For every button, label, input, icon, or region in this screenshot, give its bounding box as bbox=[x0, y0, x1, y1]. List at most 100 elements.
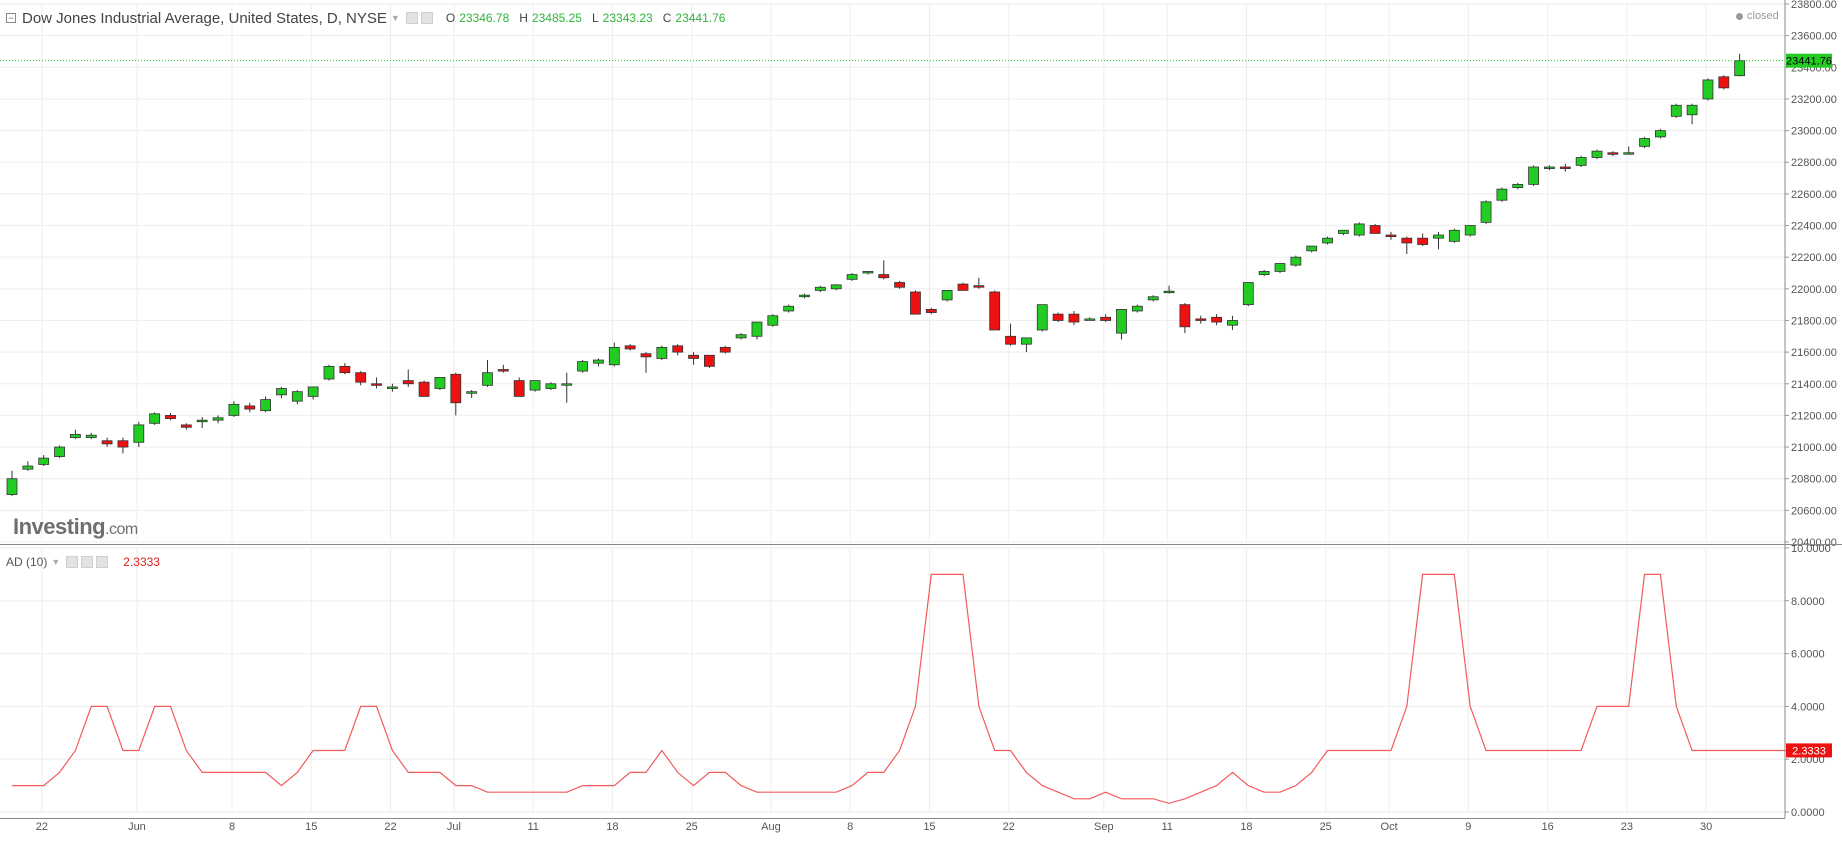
candle-body bbox=[1417, 237, 1429, 245]
indicator-visibility-icon[interactable] bbox=[66, 556, 79, 568]
low-value: 23343.23 bbox=[602, 11, 653, 25]
candle-body bbox=[228, 403, 240, 416]
candle-body bbox=[878, 274, 890, 279]
candle-body bbox=[814, 286, 826, 291]
x-tick-label: 23 bbox=[1621, 821, 1633, 833]
candle-body bbox=[1258, 271, 1270, 275]
candle-body bbox=[6, 478, 18, 495]
candle-body bbox=[1623, 152, 1635, 155]
price-y-tick-label: 22600.00 bbox=[1791, 189, 1837, 201]
candle-body bbox=[894, 282, 905, 288]
candle-body bbox=[1227, 320, 1238, 326]
market-status: closed bbox=[1736, 10, 1779, 22]
price-y-tick-label: 20800.00 bbox=[1791, 474, 1837, 486]
candle-body bbox=[1274, 263, 1286, 272]
x-tick-label: 25 bbox=[686, 821, 698, 833]
candle-body bbox=[1702, 79, 1714, 100]
settings-icon[interactable] bbox=[405, 12, 418, 24]
ad-y-tick-label: 8.0000 bbox=[1791, 596, 1825, 608]
candle-body bbox=[561, 383, 573, 386]
x-tick-label: 22 bbox=[36, 821, 48, 833]
candle-body bbox=[276, 388, 287, 396]
candle-body bbox=[38, 457, 50, 465]
candle-body bbox=[1670, 104, 1682, 117]
candle-body bbox=[1195, 318, 1207, 321]
price-y-tick-label: 20600.00 bbox=[1791, 505, 1837, 517]
x-tick-label: Jun bbox=[128, 821, 146, 833]
candle-body bbox=[1338, 229, 1349, 234]
price-y-tick-label: 21400.00 bbox=[1791, 379, 1837, 391]
indicator-name: AD (10) bbox=[6, 555, 48, 569]
candle-body bbox=[704, 354, 715, 367]
candle-body bbox=[1369, 225, 1381, 234]
price-y-tick-label: 21800.00 bbox=[1791, 315, 1837, 327]
candle-body bbox=[719, 346, 731, 353]
open-value: 23346.78 bbox=[459, 11, 510, 25]
chevron-down-icon[interactable]: ▼ bbox=[390, 13, 400, 23]
indicator-value: 2.3333 bbox=[123, 555, 160, 569]
candle-body bbox=[1718, 76, 1730, 89]
collapse-icon[interactable]: − bbox=[6, 13, 16, 23]
x-tick-label: 25 bbox=[1320, 821, 1332, 833]
indicator-header: AD (10) ▼ 2.3333 bbox=[6, 555, 160, 569]
candle-body bbox=[545, 383, 557, 389]
ad-line bbox=[12, 573, 1804, 804]
candle-body bbox=[466, 391, 478, 394]
price-y-tick-label: 20400.00 bbox=[1791, 537, 1837, 549]
x-tick-label: Aug bbox=[761, 821, 781, 833]
candle-body bbox=[101, 440, 113, 445]
candle-body bbox=[1116, 308, 1127, 334]
candle-body bbox=[1084, 318, 1096, 321]
candle-body bbox=[830, 284, 842, 290]
candle-body bbox=[355, 372, 367, 383]
indicator-chevron-down-icon[interactable]: ▼ bbox=[51, 557, 61, 567]
status-dot-icon bbox=[1736, 12, 1743, 20]
candlestick-series bbox=[6, 53, 1746, 497]
x-tick-label: 9 bbox=[1465, 821, 1471, 833]
candle-body bbox=[593, 359, 604, 364]
investing-logo: Investing.com bbox=[13, 514, 138, 540]
candle-body bbox=[1544, 166, 1555, 169]
candle-body bbox=[608, 346, 620, 366]
ad-y-tick-label: 6.0000 bbox=[1791, 649, 1825, 661]
logo-suffix: .com bbox=[105, 521, 138, 538]
candle-body bbox=[1068, 313, 1080, 323]
candle-body bbox=[1353, 223, 1365, 236]
candle-body bbox=[260, 399, 272, 412]
x-tick-label: Oct bbox=[1381, 821, 1398, 833]
candle-body bbox=[418, 381, 430, 397]
candle-body bbox=[497, 369, 509, 372]
gear-icon[interactable] bbox=[420, 12, 433, 24]
price-y-tick-label: 23600.00 bbox=[1791, 31, 1837, 43]
candle-body bbox=[624, 345, 636, 350]
x-tick-label: 18 bbox=[1240, 821, 1252, 833]
price-y-tick-label: 22000.00 bbox=[1791, 284, 1837, 296]
candle-body bbox=[1385, 234, 1397, 238]
candle-body bbox=[1131, 305, 1143, 312]
candle-body bbox=[1021, 337, 1032, 345]
x-tick-label: 15 bbox=[305, 821, 317, 833]
candle-body bbox=[1322, 237, 1333, 244]
x-tick-label: 16 bbox=[1541, 821, 1553, 833]
indicator-settings-icon[interactable] bbox=[81, 556, 94, 568]
candle-body bbox=[672, 345, 684, 353]
open-label: O bbox=[445, 11, 456, 25]
candle-body bbox=[117, 440, 129, 448]
x-tick-label: 22 bbox=[1003, 821, 1015, 833]
candle-body bbox=[244, 405, 256, 410]
candle-body bbox=[180, 424, 192, 428]
candle-body bbox=[957, 283, 969, 291]
ad-y-tick-label: 0.0000 bbox=[1791, 807, 1825, 819]
candle-body bbox=[1464, 225, 1476, 236]
candle-body bbox=[149, 413, 161, 424]
x-tick-label: 11 bbox=[527, 821, 538, 833]
x-tick-label: 15 bbox=[923, 821, 935, 833]
indicator-close-icon[interactable] bbox=[96, 556, 109, 568]
ad-value-tag-label: 2.3333 bbox=[1792, 745, 1826, 757]
chart-header: − Dow Jones Industrial Average, United S… bbox=[6, 8, 725, 28]
price-y-tick-label: 22200.00 bbox=[1791, 252, 1837, 264]
candle-body bbox=[1211, 316, 1222, 323]
price-grid bbox=[0, 3, 1785, 543]
